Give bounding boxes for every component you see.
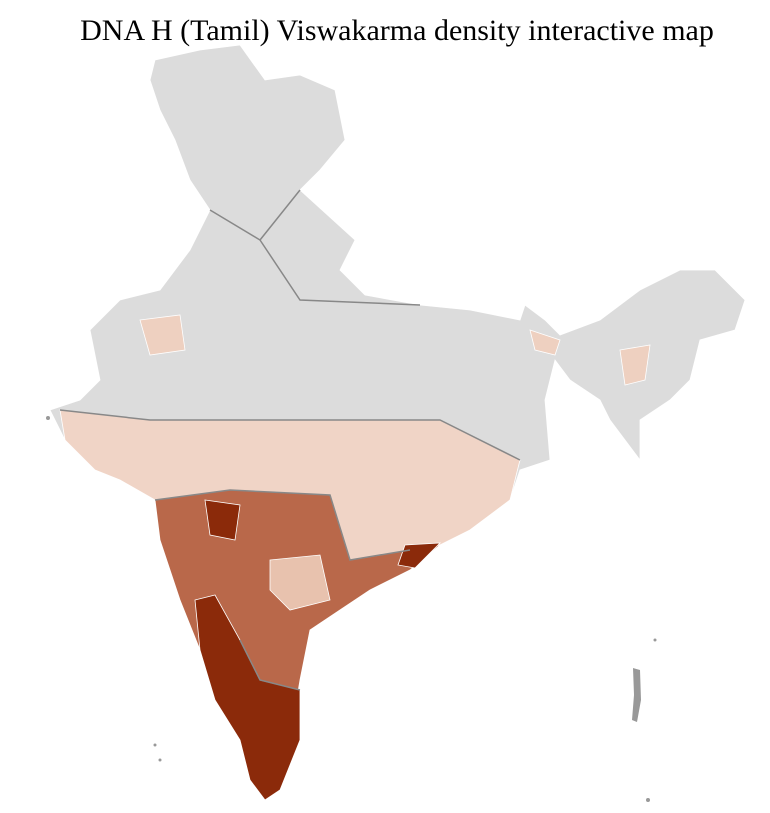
state-border [259,189,301,241]
island [632,668,641,722]
low-density-region [139,314,186,356]
low-density-region [619,344,651,386]
island [646,798,650,802]
low-density-region [529,329,561,356]
state-border [209,209,421,306]
state-border [59,409,521,461]
india-map[interactable] [46,44,746,802]
low-density-region [269,554,331,611]
island [158,758,162,762]
state-border [239,639,301,691]
high-density-region [204,499,241,541]
island [653,638,657,642]
map-title: DNA H (Tamil) Viswakarma density interac… [80,14,714,47]
high-density-region [397,542,442,569]
island [153,743,157,747]
island [46,416,50,420]
state-border [154,489,411,561]
